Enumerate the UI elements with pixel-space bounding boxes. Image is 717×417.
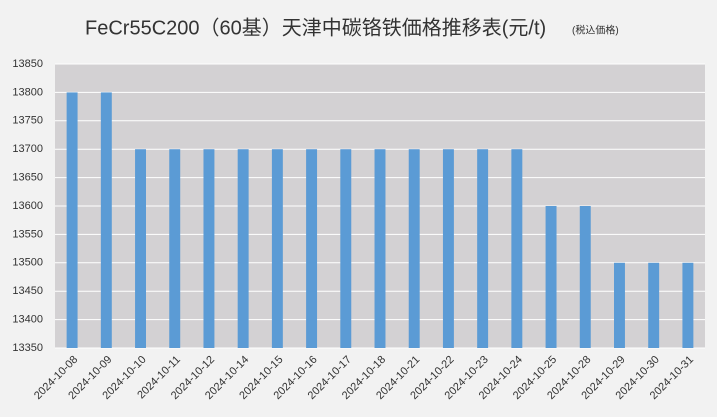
y-tick-label: 13750 — [12, 115, 43, 127]
bar — [442, 149, 454, 348]
bar — [135, 149, 146, 348]
bar — [100, 92, 112, 349]
y-tick-label: 13450 — [12, 285, 43, 297]
bar — [271, 149, 283, 348]
y-tick-label: 13700 — [12, 143, 43, 155]
bar — [169, 149, 181, 348]
y-tick-label: 13550 — [12, 228, 43, 240]
bar — [477, 149, 489, 348]
bar — [614, 262, 625, 348]
bar — [682, 262, 694, 348]
bar — [306, 149, 318, 348]
y-tick-label: 13500 — [12, 257, 43, 269]
y-tick-label: 13850 — [12, 58, 43, 70]
bar — [511, 149, 523, 348]
bar — [374, 149, 386, 348]
bar — [66, 92, 78, 349]
chart-subtitle: (税込価格) — [572, 24, 619, 37]
bar — [408, 149, 420, 348]
y-tick-label: 13800 — [12, 86, 43, 98]
y-tick-label: 13600 — [12, 200, 43, 212]
bar — [340, 149, 352, 348]
bar — [579, 206, 591, 348]
bar — [545, 206, 557, 348]
bar — [237, 149, 249, 348]
y-tick-label: 13350 — [12, 342, 43, 354]
chart-title: FeCr55C200（60基）天津中碳铬铁価格推移表(元/t) — [85, 16, 546, 39]
y-tick-label: 13400 — [12, 314, 43, 326]
y-tick-label: 13650 — [12, 172, 43, 184]
bar — [203, 149, 215, 348]
bar — [648, 262, 660, 348]
